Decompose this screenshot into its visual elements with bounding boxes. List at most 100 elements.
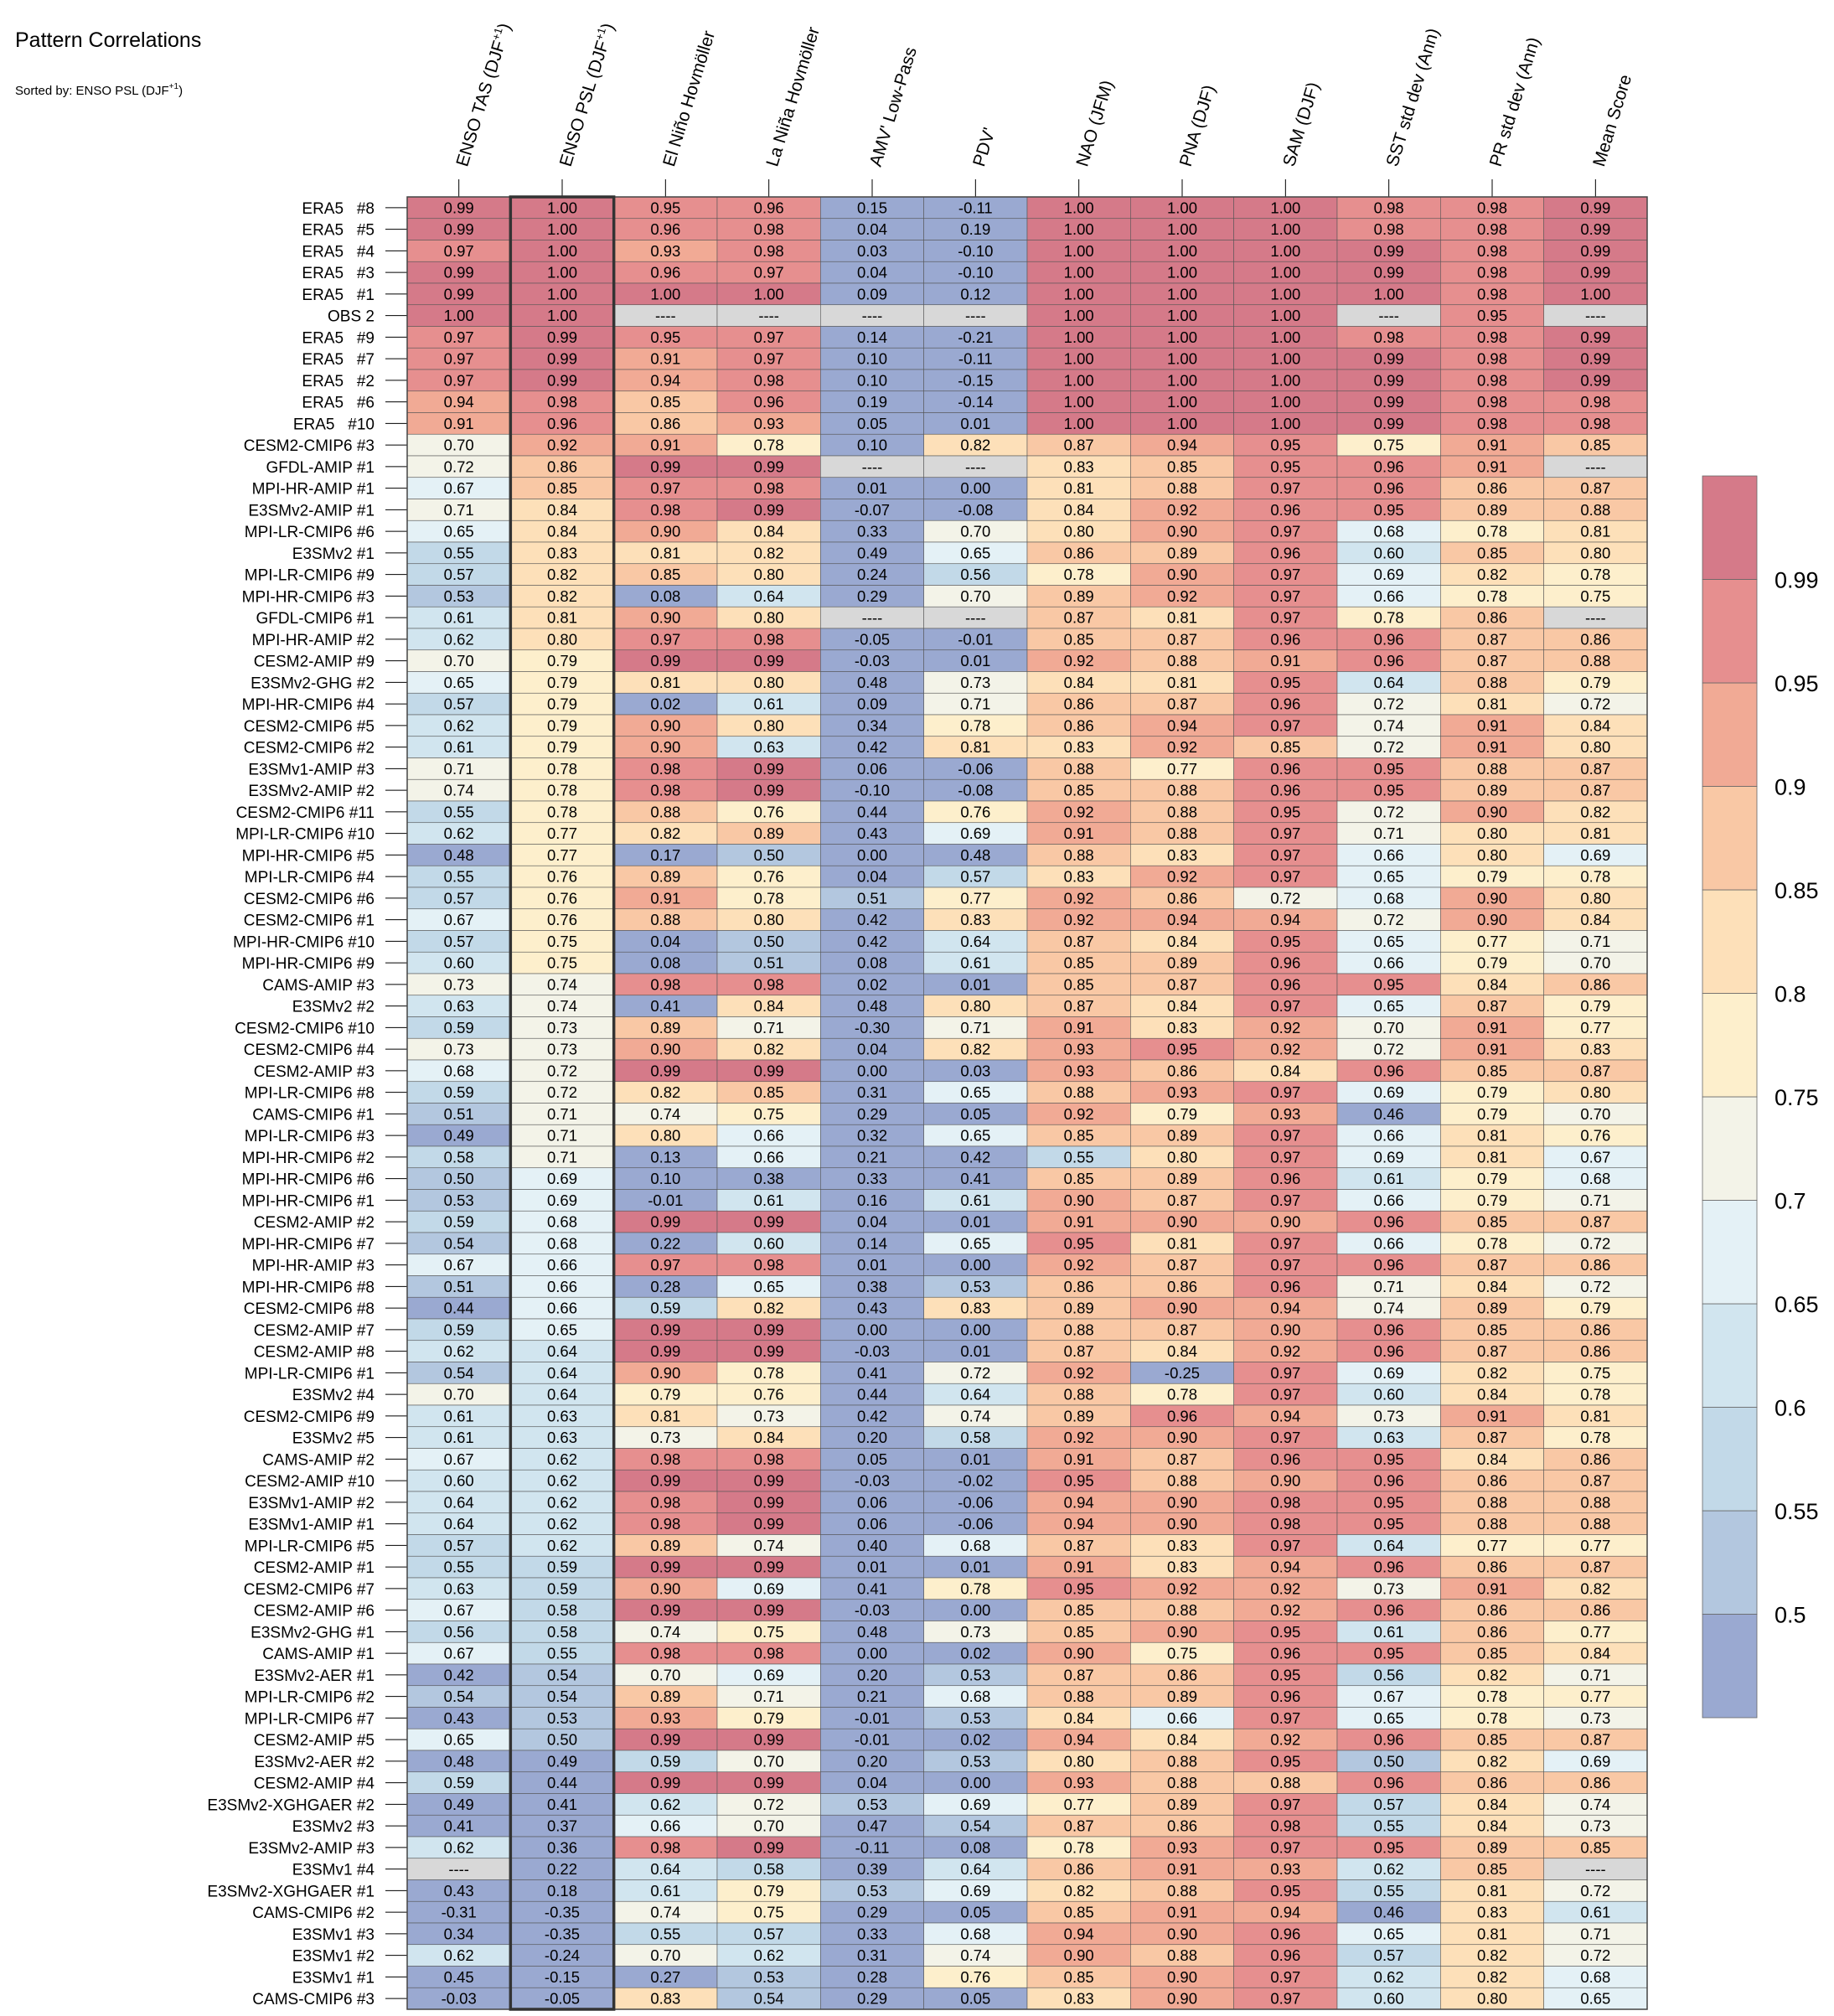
cell-value: 0.81 bbox=[1580, 1407, 1610, 1424]
cell-value: 0.98 bbox=[650, 1645, 680, 1662]
row-label: MPI-LR-CMIP6 #6 bbox=[245, 524, 375, 541]
cell-value: 0.61 bbox=[754, 695, 784, 713]
cell-value: 0.80 bbox=[960, 997, 990, 1015]
cell-value: 0.93 bbox=[1167, 1838, 1197, 1856]
cell-value: 0.88 bbox=[650, 803, 680, 820]
heatmap-cell bbox=[716, 800, 821, 824]
heatmap-cell bbox=[1130, 951, 1234, 974]
cell-value: 0.94 bbox=[1270, 911, 1300, 928]
row-label: MPI-LR-CMIP6 #10 bbox=[235, 826, 375, 844]
cell-value: 0.63 bbox=[444, 1579, 474, 1597]
cell-value: 0.55 bbox=[444, 868, 474, 886]
cell-value: 0.78 bbox=[1167, 1386, 1197, 1403]
heatmap-cell bbox=[1543, 1491, 1648, 1514]
row-label: E3SMv1 #2 bbox=[292, 1948, 375, 1966]
cell-value: 0.87 bbox=[1064, 437, 1094, 454]
heatmap-cell bbox=[613, 908, 718, 931]
heatmap-cell bbox=[923, 844, 1028, 866]
cell-value: 0.27 bbox=[650, 1968, 680, 1986]
cell-value: 0.84 bbox=[1477, 1817, 1507, 1835]
cell-value: 0.71 bbox=[1580, 1192, 1610, 1209]
cell-value: 1.00 bbox=[1270, 350, 1300, 368]
heatmap-cell bbox=[716, 736, 821, 758]
heatmap-cell bbox=[406, 196, 511, 220]
cell-value: 0.97 bbox=[1270, 1364, 1300, 1382]
row-label: MPI-HR-CMIP6 #6 bbox=[242, 1171, 375, 1189]
heatmap-cell bbox=[510, 304, 614, 327]
heatmap-cell bbox=[1336, 282, 1441, 306]
cell-value: 0.69 bbox=[1580, 846, 1610, 864]
heatmap-cell bbox=[1233, 930, 1338, 953]
heatmap-cell bbox=[820, 304, 924, 327]
cell-value: 0.62 bbox=[650, 1796, 680, 1813]
cell-value: 0.96 bbox=[1270, 630, 1300, 648]
heatmap-cell bbox=[1336, 995, 1441, 1017]
cell-value: 0.42 bbox=[960, 1148, 990, 1166]
cell-value: ---- bbox=[655, 307, 676, 324]
heatmap-cell bbox=[406, 541, 511, 565]
colorbar-tick-label: 0.75 bbox=[1775, 1085, 1819, 1110]
cell-value: 0.92 bbox=[1270, 1041, 1300, 1058]
cell-value: 0.71 bbox=[547, 1148, 577, 1166]
heatmap-cell bbox=[1233, 671, 1338, 694]
cell-value: 0.29 bbox=[857, 1105, 887, 1123]
colorbar-segment bbox=[1702, 1510, 1758, 1615]
cell-value: 0.98 bbox=[1580, 393, 1610, 411]
heatmap-cell bbox=[1336, 800, 1441, 824]
cell-value: 0.00 bbox=[960, 479, 990, 497]
cell-value: 0.96 bbox=[1374, 479, 1404, 497]
cell-value: 0.48 bbox=[960, 846, 990, 864]
cell-value: 0.99 bbox=[754, 760, 784, 778]
heatmap-cell bbox=[1336, 1016, 1441, 1039]
cell-value: 0.58 bbox=[547, 1601, 577, 1619]
cell-value: 0.82 bbox=[547, 587, 577, 605]
heatmap-cell bbox=[820, 390, 924, 413]
heatmap-cell bbox=[1026, 1167, 1131, 1190]
cell-value: 0.53 bbox=[857, 1882, 887, 1900]
heatmap-cell bbox=[820, 541, 924, 565]
cell-value: 0.61 bbox=[960, 1192, 990, 1209]
cell-value: 0.95 bbox=[650, 328, 680, 346]
cell-value: 0.70 bbox=[650, 1946, 680, 1964]
column-header: La Niña Hovmöller bbox=[762, 25, 824, 169]
cell-value: 0.84 bbox=[754, 1429, 784, 1446]
heatmap-cell bbox=[716, 973, 821, 996]
cell-value: 0.62 bbox=[547, 1472, 577, 1490]
heatmap-cell bbox=[1026, 606, 1131, 629]
cell-value: 0.87 bbox=[1580, 1062, 1610, 1079]
cell-value: 0.78 bbox=[547, 760, 577, 778]
cell-value: 0.97 bbox=[1270, 868, 1300, 886]
row-label: CAMS-AMIP #1 bbox=[262, 1646, 375, 1663]
cell-value: 0.55 bbox=[1374, 1882, 1404, 1900]
cell-value: 0.83 bbox=[1064, 868, 1094, 886]
cell-value: 1.00 bbox=[547, 285, 577, 302]
row-label: CESM2-CMIP6 #9 bbox=[244, 1409, 375, 1426]
cell-value: 0.73 bbox=[444, 1041, 474, 1058]
cell-value: 0.47 bbox=[857, 1817, 887, 1835]
cell-value: -0.10 bbox=[958, 264, 993, 282]
cell-value: 0.90 bbox=[1167, 1493, 1197, 1511]
cell-value: 0.86 bbox=[1064, 544, 1094, 561]
row-label: CESM2-CMIP6 #3 bbox=[244, 437, 375, 455]
row-label: E3SMv2-GHG #2 bbox=[251, 675, 375, 692]
row-label: E3SMv2 #1 bbox=[292, 545, 375, 563]
heatmap-cell bbox=[1233, 520, 1338, 543]
heatmap-cell bbox=[923, 347, 1028, 370]
cell-value: 0.77 bbox=[547, 846, 577, 864]
cell-value: 0.99 bbox=[1580, 371, 1610, 389]
cell-value: 0.01 bbox=[960, 415, 990, 432]
heatmap-cell bbox=[613, 1426, 718, 1449]
cell-value: 0.10 bbox=[857, 371, 887, 389]
cell-value: 0.90 bbox=[1270, 1321, 1300, 1338]
cell-value: 0.97 bbox=[650, 630, 680, 648]
cell-value: 0.38 bbox=[754, 1170, 784, 1187]
heatmap-cell bbox=[1440, 1189, 1544, 1212]
heatmap-cell bbox=[1336, 326, 1441, 349]
cell-value: 0.91 bbox=[1167, 1860, 1197, 1878]
cell-value: 0.88 bbox=[1064, 846, 1094, 864]
heatmap-cell bbox=[1543, 1512, 1648, 1535]
heatmap-cell bbox=[1336, 822, 1441, 845]
cell-value: 0.04 bbox=[857, 1213, 887, 1231]
heatmap-cell bbox=[716, 844, 821, 866]
cell-value: 0.99 bbox=[754, 1321, 784, 1338]
